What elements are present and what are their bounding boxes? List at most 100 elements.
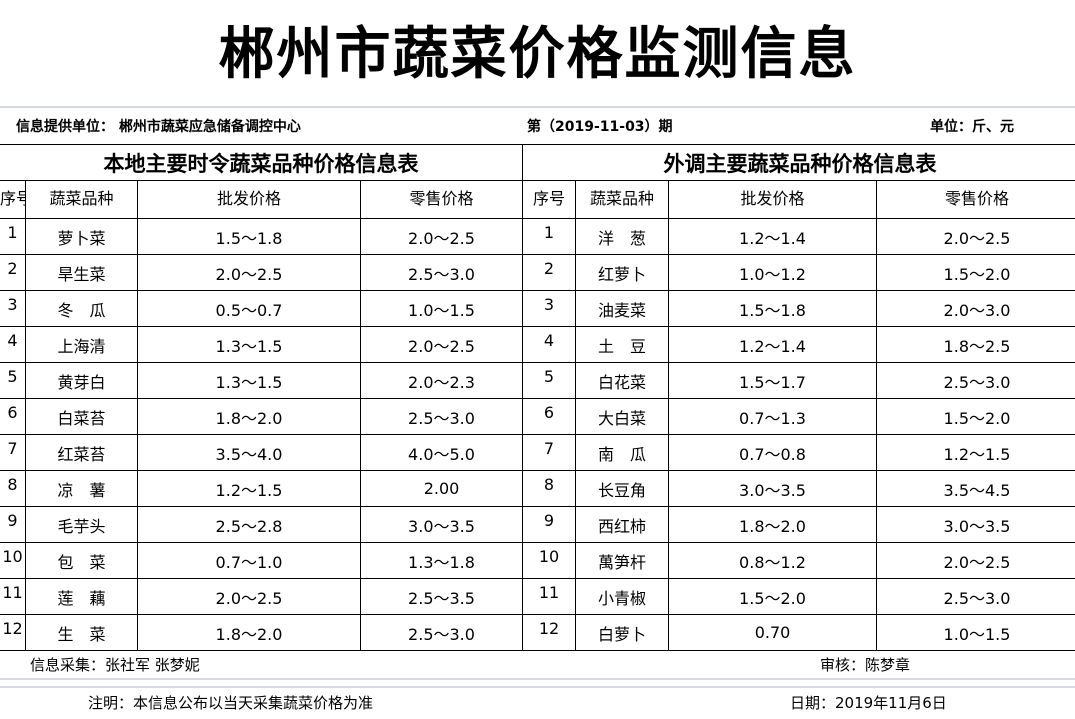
external-wholesale-cell: 1.2～1.4: [668, 326, 877, 363]
table-row: 11 莲 藕 2.0～2.5 2.5～3.5 11 小青椒 1.5～2.0 2.5～3.0: [0, 578, 1075, 615]
table-row: 4 上海清 1.3～1.5 2.0～2.5 4 土 豆 1.2～1.4 1.8～2.5: [0, 326, 1075, 363]
external-retail-cell: 1.8～2.5: [876, 326, 1075, 363]
external-seq-cell: 1: [522, 218, 576, 255]
external-wholesale-cell: 0.8～1.2: [668, 542, 877, 579]
external-seq-cell: 5: [522, 362, 576, 399]
external-name-cell: 洋 葱: [575, 218, 669, 255]
local-wholesale-cell: 1.3～1.5: [137, 362, 361, 399]
external-retail-cell: 2.0～3.0: [876, 290, 1075, 327]
external-wholesale-cell: 3.0～3.5: [668, 470, 877, 507]
reviewer: 审核：陈梦章: [820, 656, 911, 674]
external-seq-cell: 8: [522, 470, 576, 507]
external-retail-cell: 1.0～1.5: [876, 614, 1075, 651]
external-name-cell: 白花菜: [575, 362, 669, 399]
local-wholesale-cell: 2.0～2.5: [137, 254, 361, 291]
external-seq-cell: 6: [522, 398, 576, 435]
external-retail-cell: 2.0～2.5: [876, 218, 1075, 255]
external-wholesale-cell: 1.8～2.0: [668, 506, 877, 543]
table-row: 1 萝卜菜 1.5～1.8 2.0～2.5 1 洋 葱 1.2～1.4 2.0～2.5: [0, 218, 1075, 255]
local-wholesale-cell: 1.2～1.5: [137, 470, 361, 507]
external-name-cell: 红萝卜: [575, 254, 669, 291]
local-retail-cell: 4.0～5.0: [360, 434, 523, 471]
table-row: 2 旱生菜 2.0～2.5 2.5～3.0 2 红萝卜 1.0～1.2 1.5～2.0: [0, 254, 1075, 291]
external-retail-cell: 3.0～3.5: [876, 506, 1075, 543]
local-wholesale-cell: 0.5～0.7: [137, 290, 361, 327]
local-seq-cell: 7: [0, 434, 26, 471]
table-row: 12 生 菜 1.8～2.0 2.5～3.0 12 白萝卜 0.70 1.0～1.5: [0, 614, 1075, 651]
external-name-cell: 大白菜: [575, 398, 669, 435]
local-name-cell: 旱生菜: [25, 254, 138, 291]
local-retail-cell: 1.0～1.5: [360, 290, 523, 327]
external-seq-cell: 10: [522, 542, 576, 579]
external-retail-cell: 2.5～3.0: [876, 578, 1075, 615]
local-wholesale-cell: 3.5～4.0: [137, 434, 361, 471]
local-retail-cell: 2.5～3.0: [360, 398, 523, 435]
external-wholesale-cell: 1.2～1.4: [668, 218, 877, 255]
external-seq-cell: 9: [522, 506, 576, 543]
info-provider: 信息提供单位： 郴州市蔬菜应急储备调控中心: [16, 119, 301, 135]
external-name-cell: 萬笋杆: [575, 542, 669, 579]
local-seq-cell: 12: [0, 614, 26, 651]
local-seq-cell: 2: [0, 254, 26, 291]
local-wholesale-cell: 0.7～1.0: [137, 542, 361, 579]
local-name-cell: 红菜苔: [25, 434, 138, 471]
local-name-cell: 凉 薯: [25, 470, 138, 507]
local-wholesale-cell: 1.8～2.0: [137, 614, 361, 651]
local-retail-cell: 2.5～3.5: [360, 578, 523, 615]
header-name: 蔬菜品种: [25, 180, 138, 219]
local-seq-cell: 6: [0, 398, 26, 435]
header-wholesale: 批发价格: [668, 180, 877, 219]
local-retail-cell: 3.0～3.5: [360, 506, 523, 543]
external-retail-cell: 2.5～3.0: [876, 362, 1075, 399]
local-retail-cell: 2.0～2.5: [360, 218, 523, 255]
external-seq-cell: 7: [522, 434, 576, 471]
external-seq-cell: 2: [522, 254, 576, 291]
local-table-title: 本地主要时令蔬菜品种价格信息表: [0, 144, 523, 181]
local-name-cell: 黄芽白: [25, 362, 138, 399]
table-row: 5 黄芽白 1.3～1.5 2.0～2.3 5 白花菜 1.5～1.7 2.5～3.0: [0, 362, 1075, 399]
collectors: 信息采集：张社军 张梦妮: [30, 656, 200, 674]
external-retail-cell: 1.2～1.5: [876, 434, 1075, 471]
external-wholesale-cell: 0.70: [668, 614, 877, 651]
external-retail-cell: 3.5～4.5: [876, 470, 1075, 507]
header-name: 蔬菜品种: [575, 180, 669, 219]
gridline: [0, 686, 1075, 688]
table-row: 6 白菜苔 1.8～2.0 2.5～3.0 6 大白菜 0.7～1.3 1.5～2.0: [0, 398, 1075, 435]
table-row: 9 毛芋头 2.5～2.8 3.0～3.5 9 西红柿 1.8～2.0 3.0～3.5: [0, 506, 1075, 543]
local-retail-cell: 2.5～3.0: [360, 614, 523, 651]
unit-label: 单位：斤、元: [930, 119, 1014, 135]
local-name-cell: 冬 瓜: [25, 290, 138, 327]
local-name-cell: 生 菜: [25, 614, 138, 651]
header-wholesale: 批发价格: [137, 180, 361, 219]
local-name-cell: 白菜苔: [25, 398, 138, 435]
header-retail: 零售价格: [876, 180, 1075, 219]
local-name-cell: 毛芋头: [25, 506, 138, 543]
external-wholesale-cell: 0.7～1.3: [668, 398, 877, 435]
external-retail-cell: 2.0～2.5: [876, 542, 1075, 579]
local-retail-cell: 1.3～1.8: [360, 542, 523, 579]
local-wholesale-cell: 1.8～2.0: [137, 398, 361, 435]
note: 注明：本信息公布以当天采集蔬菜价格为准: [88, 694, 374, 712]
external-wholesale-cell: 1.5～1.8: [668, 290, 877, 327]
local-seq-cell: 3: [0, 290, 26, 327]
external-wholesale-cell: 1.5～2.0: [668, 578, 877, 615]
external-wholesale-cell: 1.0～1.2: [668, 254, 877, 291]
local-seq-cell: 5: [0, 362, 26, 399]
local-retail-cell: 2.0～2.3: [360, 362, 523, 399]
local-seq-cell: 4: [0, 326, 26, 363]
external-name-cell: 油麦菜: [575, 290, 669, 327]
external-name-cell: 西红柿: [575, 506, 669, 543]
local-seq-cell: 9: [0, 506, 26, 543]
local-name-cell: 萝卜菜: [25, 218, 138, 255]
external-name-cell: 南 瓜: [575, 434, 669, 471]
local-retail-cell: 2.0～2.5: [360, 326, 523, 363]
external-seq-cell: 12: [522, 614, 576, 651]
external-seq-cell: 11: [522, 578, 576, 615]
external-name-cell: 土 豆: [575, 326, 669, 363]
price-table: 本地主要时令蔬菜品种价格信息表 外调主要蔬菜品种价格信息表 序号 蔬菜品种 批发…: [0, 144, 1075, 651]
local-retail-cell: 2.00: [360, 470, 523, 507]
header-seq: 序号: [522, 180, 576, 219]
table-row: 10 包 菜 0.7～1.0 1.3～1.8 10 萬笋杆 0.8～1.2 2.0～2.5: [0, 542, 1075, 579]
